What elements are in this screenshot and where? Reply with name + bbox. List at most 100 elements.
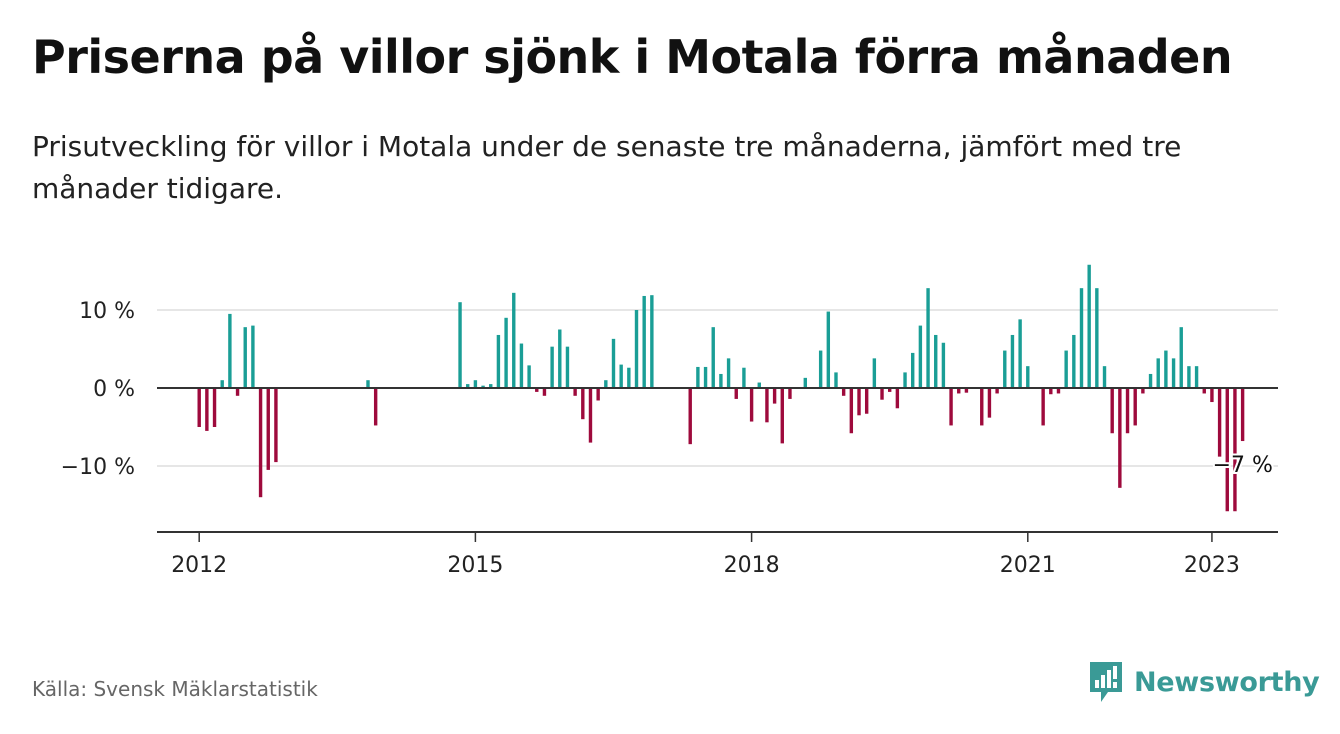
bar-2022-05 bbox=[1148, 373, 1153, 388]
bar-2017-05 bbox=[688, 388, 692, 445]
y-tick-label: 10 % bbox=[79, 299, 135, 324]
bar-2020-07 bbox=[980, 388, 984, 426]
bar-2017-11 bbox=[734, 388, 738, 399]
last-value-annotation: −7 % bbox=[1213, 453, 1273, 478]
bar-2012-05 bbox=[228, 313, 232, 388]
bar-2015-06 bbox=[512, 292, 516, 388]
source-note: Källa: Svensk Mäklarstatistik bbox=[32, 677, 318, 701]
brand-name: Newsworthy bbox=[1134, 666, 1320, 698]
bar-2016-11 bbox=[642, 295, 646, 388]
x-tick-label: 2018 bbox=[724, 553, 780, 578]
bar-2012-07 bbox=[243, 327, 247, 388]
bar-2022-08 bbox=[1171, 358, 1176, 388]
bar-2013-11 bbox=[366, 380, 370, 388]
bar-2019-07 bbox=[888, 388, 892, 392]
bar-2012-04 bbox=[220, 380, 224, 388]
bar-2015-10 bbox=[542, 388, 547, 396]
bar-2018-04 bbox=[772, 388, 777, 404]
bar-2018-03 bbox=[765, 388, 769, 423]
bar-2019-04 bbox=[864, 388, 869, 414]
y-tick-label: −10 % bbox=[61, 455, 135, 480]
bar-2022-09 bbox=[1179, 327, 1183, 388]
bar-2015-02 bbox=[481, 385, 485, 388]
bars bbox=[197, 264, 1245, 512]
bar-2022-06 bbox=[1156, 358, 1160, 388]
bar-2020-04 bbox=[957, 388, 961, 394]
bar-2021-06 bbox=[1064, 350, 1068, 388]
bar-2016-03 bbox=[581, 388, 585, 420]
bar-2012-09 bbox=[258, 388, 263, 498]
bar-2023-01 bbox=[1210, 388, 1214, 403]
bar-2018-02 bbox=[757, 382, 761, 388]
bar-2015-07 bbox=[519, 343, 524, 388]
bar-2013-12 bbox=[373, 388, 378, 426]
bar-2021-10 bbox=[1095, 288, 1099, 388]
bar-2020-10 bbox=[1003, 350, 1007, 388]
bar-2012-08 bbox=[251, 325, 255, 388]
bar-2023-04 bbox=[1233, 388, 1237, 512]
bar-2015-08 bbox=[527, 365, 531, 388]
bar-2016-07 bbox=[611, 338, 616, 388]
bar-2019-06 bbox=[880, 388, 884, 400]
bar-2019-02 bbox=[849, 388, 854, 434]
bar-2023-03 bbox=[1225, 388, 1229, 512]
bar-2022-04 bbox=[1141, 388, 1145, 394]
bar-2022-10 bbox=[1187, 366, 1191, 388]
bar-2019-10 bbox=[911, 352, 915, 388]
x-tick-label: 2023 bbox=[1184, 553, 1240, 578]
bar-2021-07 bbox=[1072, 334, 1076, 388]
bar-2018-12 bbox=[834, 372, 838, 388]
bar-2017-06 bbox=[696, 366, 700, 388]
bar-2012-01 bbox=[197, 388, 201, 427]
bar-2012-03 bbox=[212, 388, 217, 427]
bar-2021-04 bbox=[1049, 388, 1053, 395]
bar-2018-01 bbox=[749, 388, 754, 422]
bar-chart: 2012 2015 2018 2021 2023 10 % 0 % −10 % −7 % bbox=[61, 264, 1278, 578]
bar-2022-01 bbox=[1118, 388, 1122, 488]
bar-2018-11 bbox=[826, 311, 831, 388]
gridlines bbox=[157, 309, 1278, 467]
bar-2015-03 bbox=[489, 384, 493, 388]
bar-2019-05 bbox=[872, 358, 877, 388]
bar-2015-01 bbox=[473, 380, 478, 388]
bar-2022-11 bbox=[1194, 366, 1199, 388]
y-tick-label: 0 % bbox=[93, 377, 135, 402]
bar-2021-05 bbox=[1056, 388, 1061, 394]
bar-2016-06 bbox=[604, 380, 608, 388]
bar-2019-11 bbox=[918, 325, 923, 388]
bar-2014-11 bbox=[458, 302, 462, 388]
bar-2018-08 bbox=[803, 377, 807, 388]
bar-2019-08 bbox=[895, 388, 900, 409]
bar-2016-05 bbox=[596, 388, 600, 401]
bar-2018-10 bbox=[818, 350, 823, 388]
bar-2022-12 bbox=[1202, 388, 1206, 394]
bar-2019-12 bbox=[926, 288, 930, 388]
bar-2020-11 bbox=[1010, 334, 1015, 388]
bar-2015-11 bbox=[550, 346, 554, 388]
bar-2016-04 bbox=[588, 388, 593, 443]
bar-2019-03 bbox=[857, 388, 861, 416]
bar-2022-03 bbox=[1133, 388, 1137, 426]
bar-2021-01 bbox=[1026, 366, 1030, 388]
bar-2012-10 bbox=[266, 388, 270, 470]
bar-2016-08 bbox=[619, 364, 623, 388]
bar-2020-01 bbox=[934, 334, 938, 388]
bar-2021-08 bbox=[1079, 288, 1084, 388]
x-tick-label: 2021 bbox=[1000, 553, 1056, 578]
bar-2016-09 bbox=[627, 367, 631, 388]
bar-2012-06 bbox=[235, 388, 240, 396]
x-axis-ticks: 2012 2015 2018 2021 2023 bbox=[171, 532, 1240, 578]
bar-2015-12 bbox=[558, 329, 562, 388]
bar-2012-02 bbox=[205, 388, 209, 431]
y-axis-ticks: 10 % 0 % −10 % bbox=[61, 299, 135, 480]
bar-2017-08 bbox=[711, 327, 715, 388]
bar-2021-09 bbox=[1087, 264, 1091, 388]
newsworthy-bar-chart-icon bbox=[1090, 662, 1122, 702]
bar-2023-02 bbox=[1217, 388, 1222, 457]
bar-2018-06 bbox=[788, 388, 792, 399]
x-tick-label: 2012 bbox=[171, 553, 227, 578]
x-tick-label: 2015 bbox=[447, 553, 503, 578]
bar-2020-09 bbox=[995, 388, 999, 394]
bar-2017-09 bbox=[719, 373, 723, 388]
bar-2016-01 bbox=[565, 346, 570, 388]
